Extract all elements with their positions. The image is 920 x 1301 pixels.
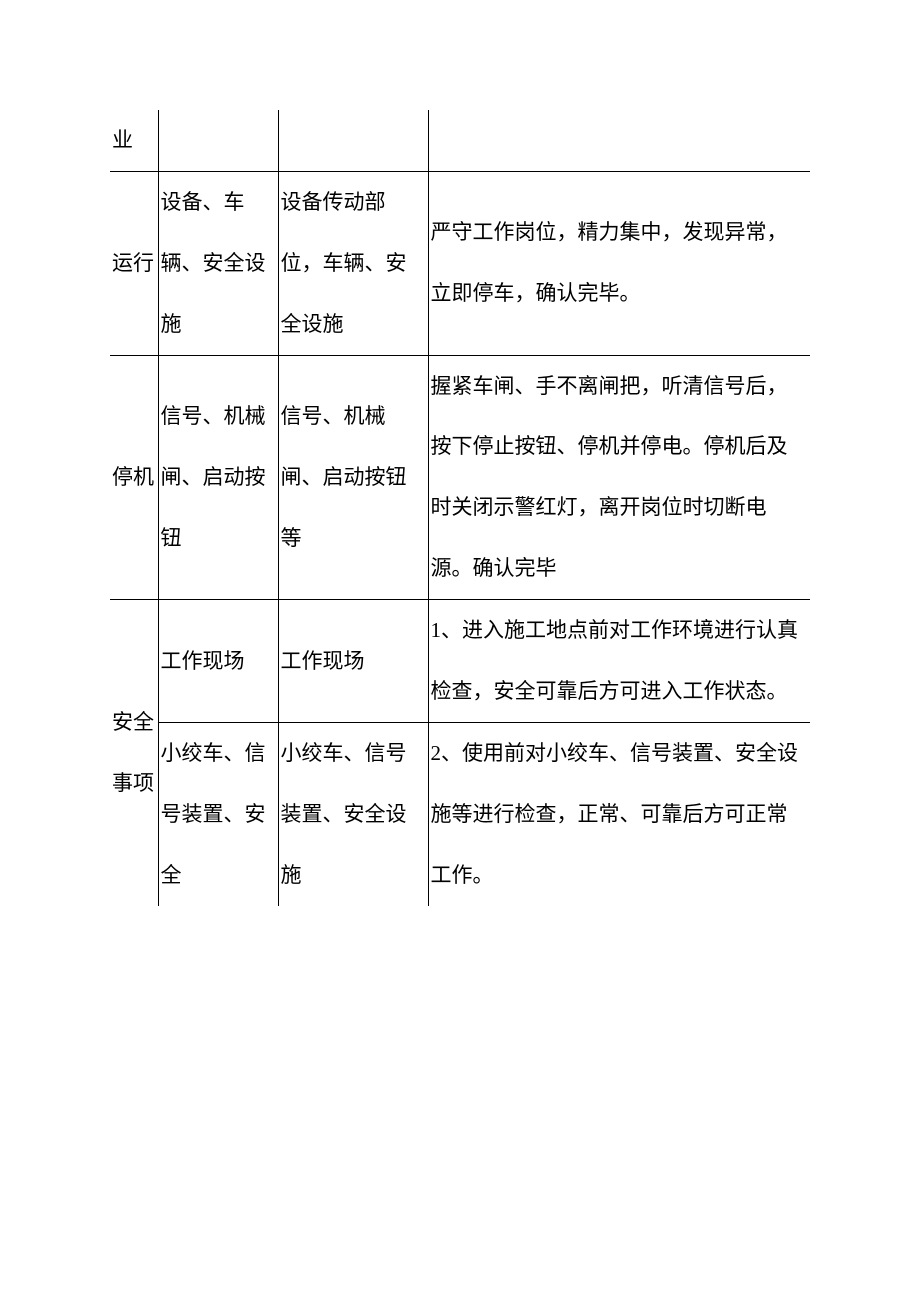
cell-part: 小绞车、信号装置、安全设施	[278, 722, 428, 905]
cell-part: 工作现场	[278, 600, 428, 723]
table-row: 安全事项 工作现场 工作现场 1、进入施工地点前对工作环境进行认真检查，安全可靠…	[110, 600, 810, 723]
cell-step: 安全事项	[110, 600, 158, 906]
procedure-table: 业 运行 设备、车辆、安全设施 设备传动部位，车辆、安全设施 严守工作岗位，精力…	[110, 110, 810, 906]
cell-object	[158, 110, 278, 171]
table-row: 小绞车、信号装置、安全 小绞车、信号装置、安全设施 2、使用前对小绞车、信号装置…	[110, 722, 810, 905]
table-row: 运行 设备、车辆、安全设施 设备传动部位，车辆、安全设施 严守工作岗位，精力集中…	[110, 171, 810, 355]
cell-object: 信号、机械闸、启动按钮	[158, 355, 278, 600]
table-row: 业	[110, 110, 810, 171]
table-row: 停机 信号、机械闸、启动按钮 信号、机械闸、启动按钮等 握紧车闸、手不离闸把，听…	[110, 355, 810, 600]
document-page: 业 运行 设备、车辆、安全设施 设备传动部位，车辆、安全设施 严守工作岗位，精力…	[0, 0, 920, 1026]
cell-object: 工作现场	[158, 600, 278, 723]
cell-step: 停机	[110, 355, 158, 600]
cell-desc: 1、进入施工地点前对工作环境进行认真检查，安全可靠后方可进入工作状态。	[428, 600, 810, 723]
cell-desc: 2、使用前对小绞车、信号装置、安全设施等进行检查，正常、可靠后方可正常工作。	[428, 722, 810, 905]
cell-desc: 严守工作岗位，精力集中，发现异常，立即停车，确认完毕。	[428, 171, 810, 355]
cell-part: 设备传动部位，车辆、安全设施	[278, 171, 428, 355]
cell-desc	[428, 110, 810, 171]
cell-step: 运行	[110, 171, 158, 355]
cell-object: 设备、车辆、安全设施	[158, 171, 278, 355]
cell-desc: 握紧车闸、手不离闸把，听清信号后，按下停止按钮、停机并停电。停机后及时关闭示警红…	[428, 355, 810, 600]
cell-object: 小绞车、信号装置、安全	[158, 722, 278, 905]
cell-part: 信号、机械闸、启动按钮等	[278, 355, 428, 600]
cell-step: 业	[110, 110, 158, 171]
cell-part	[278, 110, 428, 171]
